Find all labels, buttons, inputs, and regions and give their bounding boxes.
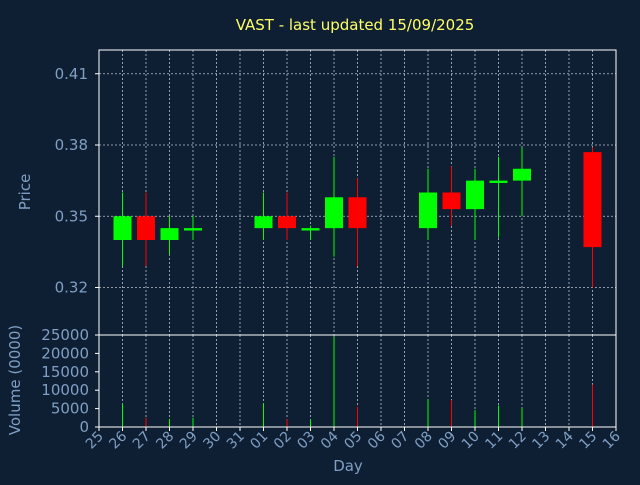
price-tick-label: 0.38: [55, 136, 88, 154]
volume-tick-label: 25000: [41, 326, 89, 344]
candle-body: [137, 216, 155, 240]
candle-body: [278, 216, 296, 229]
candle-body: [442, 192, 461, 210]
candle-body: [583, 152, 602, 248]
candle-body: [513, 168, 531, 181]
price-tick-label: 0.32: [55, 279, 88, 297]
volume-tick-label: 20000: [41, 344, 89, 362]
volume-tick-label: 0: [79, 418, 89, 436]
candle-body: [489, 180, 508, 183]
chart-title: VAST - last updated 15/09/2025: [236, 16, 475, 34]
candle-body: [325, 197, 343, 229]
price-axis-label: Price: [16, 174, 34, 211]
candle-body: [254, 216, 273, 229]
candle-body: [466, 180, 484, 210]
x-axis-label: Day: [333, 457, 363, 475]
candle-body: [113, 216, 132, 240]
candle-body: [419, 192, 437, 229]
volume-tick-label: 15000: [41, 363, 89, 381]
price-tick-label: 0.41: [55, 65, 88, 83]
volume-tick-label: 10000: [41, 381, 89, 399]
volume-panel: 25 26 27 28 29 30 31 01 02 03 04 05 06 07 08 09 10 11 12 13…: [41, 326, 624, 452]
candle-body: [184, 228, 202, 231]
volume-panel-frame: [98, 334, 617, 428]
volume-axis-label: Volume (0000): [6, 325, 24, 435]
candle-body: [160, 228, 179, 240]
candle-body: [301, 228, 320, 231]
price-panel: 0.32 0.35 0.38 0.41: [55, 49, 617, 336]
price-tick-label: 0.35: [55, 207, 88, 225]
candle-body: [348, 197, 367, 229]
volume-tick-label: 5000: [51, 400, 89, 418]
